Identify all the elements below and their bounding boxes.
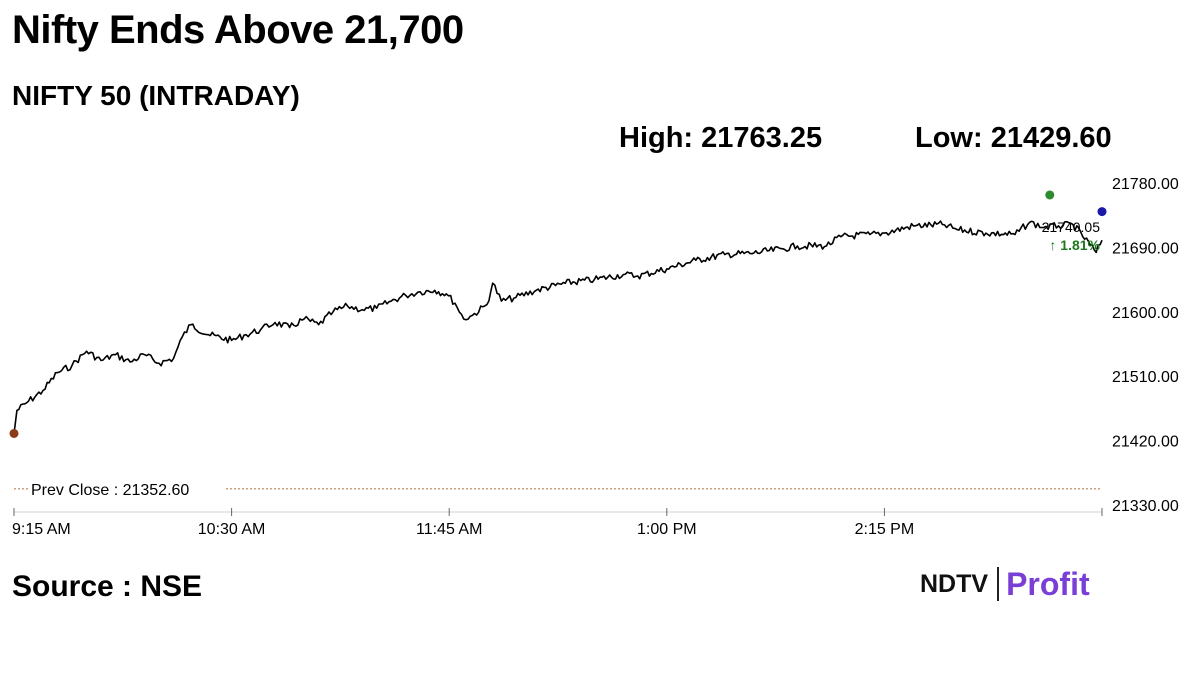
annotation-layer: 21740.05 ↑ 1.81% <box>1042 219 1101 253</box>
logo-divider <box>997 567 1000 601</box>
x-tick-label: 9:15 AM <box>12 521 71 538</box>
x-tick-label: 2:15 PM <box>855 521 915 538</box>
logo-brand: NDTV <box>920 569 989 598</box>
y-axis: 21780.00 21690.00 21600.00 21510.00 21420.00… <box>1112 176 1179 515</box>
prev-close-label-bg <box>28 477 224 498</box>
close-marker <box>1097 207 1107 217</box>
low-value-label: Low: 21429.60 <box>915 122 1112 154</box>
change-percent-label: ↑ 1.81% <box>1049 237 1100 253</box>
source-note: Source : NSE <box>12 570 203 603</box>
prev-close-reference: Prev Close : 21352.60 <box>14 477 1102 499</box>
prev-close-label: Prev Close : 21352.60 <box>31 482 189 499</box>
x-tick-label: 1:00 PM <box>637 521 697 538</box>
y-tick-label: 21420.00 <box>1112 434 1179 451</box>
marker-layer <box>9 190 1107 438</box>
series-layer <box>13 220 1103 434</box>
last-value-label: 21740.05 <box>1042 219 1101 235</box>
high-marker <box>1045 190 1055 200</box>
x-tick-label: 11:45 AM <box>416 521 482 538</box>
high-value-label: High: 21763.25 <box>619 122 823 154</box>
x-tick-label: 10:30 AM <box>198 521 266 538</box>
chart-headline: Nifty Ends Above 21,700 <box>12 8 464 52</box>
y-tick-label: 21600.00 <box>1112 305 1179 322</box>
open-marker <box>9 428 19 438</box>
logo-product: Profit <box>1006 565 1090 602</box>
chart-subtitle: NIFTY 50 (INTRADAY) <box>12 80 300 111</box>
series-line <box>13 220 1103 434</box>
y-tick-label: 21510.00 <box>1112 369 1179 386</box>
y-tick-label: 21330.00 <box>1112 498 1179 515</box>
x-axis: 9:15 AM 10:30 AM 11:45 AM 1:00 PM 2:15 PM <box>12 508 1103 538</box>
ndtv-profit-logo: NDTV Profit <box>920 563 1090 605</box>
y-tick-label: 21780.00 <box>1112 176 1179 193</box>
y-tick-label: 21690.00 <box>1112 240 1179 257</box>
